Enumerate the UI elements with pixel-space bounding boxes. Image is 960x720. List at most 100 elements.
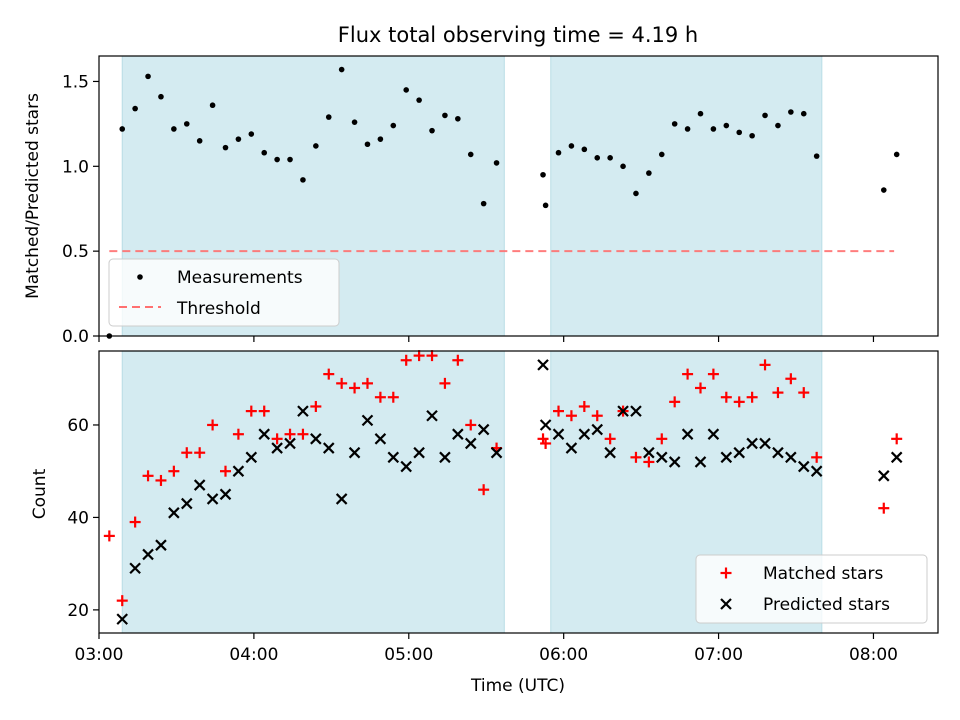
measurement-points (106, 66, 900, 339)
ratio-legend-box (108, 258, 340, 327)
measurement-point (455, 115, 461, 122)
predicted-star-point (733, 446, 745, 459)
predicted-star-point (759, 437, 771, 450)
matched-star-point (400, 354, 412, 366)
matched-star-point (181, 447, 193, 459)
observing-windows-bottom (121, 350, 823, 634)
predicted-star-point (180, 497, 193, 510)
measurement-point (813, 153, 820, 159)
measurement-point (403, 87, 410, 93)
matched-star-point (759, 359, 771, 371)
ratio-legend: Measurements Threshold (108, 258, 340, 327)
matched-star-point (578, 400, 590, 412)
measurement-point (493, 160, 500, 166)
matched-star-point (361, 377, 373, 389)
matched-star-point (207, 419, 219, 431)
measurement-point (338, 66, 345, 73)
predicted-star-point (439, 451, 451, 464)
ratio-y-tick-label: 1.5 (62, 72, 89, 92)
predicted-star-point (591, 423, 604, 436)
count-y-ticks: 20 40 60 (67, 416, 99, 621)
measurement-point (467, 151, 474, 158)
ratio-y-axis-label: Matched/Predicted stars (23, 93, 43, 299)
measurement-point (749, 132, 755, 139)
measurement-point (442, 112, 448, 119)
predicted-star-point (297, 405, 309, 417)
measurement-point (287, 156, 293, 163)
matched-star-point (772, 387, 784, 399)
predicted-star-point (477, 423, 490, 436)
measurement-point (261, 149, 268, 156)
matched-star-point (129, 516, 141, 528)
measurement-point (364, 141, 371, 148)
predicted-star-point (374, 433, 387, 445)
predicted-star-point (232, 465, 245, 477)
matched-star-point (374, 391, 386, 403)
predicted-star-point (565, 442, 578, 454)
matched-star-point (232, 428, 244, 440)
matched-star-point (540, 437, 552, 449)
legend-predicted-label: Predicted stars (763, 595, 890, 615)
measurement-point (429, 127, 435, 134)
matched-star-point (219, 465, 231, 477)
measurement-point (762, 112, 768, 119)
matched-star-point (465, 419, 477, 431)
matched-star-point (297, 428, 309, 440)
measurement-point (658, 151, 665, 158)
ratio-plot-frame (98, 55, 939, 337)
predicted-star-point (668, 456, 681, 468)
legend-measurements-label: Measurements (177, 268, 303, 288)
matched-star-point (733, 396, 745, 408)
measurement-point (581, 146, 588, 153)
time-x-tick-label: 08:00 (849, 645, 898, 665)
measurement-point (788, 109, 794, 115)
predicted-star-point (720, 451, 733, 464)
legend-matched-plus (720, 567, 732, 579)
measurement-point (775, 122, 781, 129)
count-legend: Matched stars Predicted stars (695, 554, 928, 624)
count-y-tick-label: 60 (67, 416, 89, 436)
matched-star-point (271, 433, 283, 445)
predicted-star-point (552, 428, 565, 440)
predicted-star-point (490, 446, 503, 459)
matched-star-point (656, 433, 668, 445)
predicted-star-point (878, 470, 890, 482)
matched-star-point (798, 387, 810, 399)
predicted-star-point (258, 428, 270, 440)
matched-star-point (643, 456, 655, 468)
ratio-y-ticks: 0.0 0.5 1.0 1.5 (62, 72, 99, 347)
predicted-star-point (426, 409, 438, 422)
predicted-star-point (810, 465, 823, 477)
measurement-point (325, 114, 332, 120)
measurement-point (646, 170, 652, 176)
time-x-tick-label: 05:00 (384, 645, 433, 665)
predicted-star-point (116, 613, 129, 625)
measurement-point (132, 105, 138, 112)
measurement-point (620, 163, 626, 170)
measurement-point (183, 121, 190, 127)
ratio-y-tick-label: 1.0 (62, 157, 89, 177)
predicted-star-point (694, 456, 707, 468)
predicted-star-point (310, 433, 322, 445)
matched-star-point (323, 368, 335, 380)
matched-star-point (349, 382, 361, 394)
matched-star-points (103, 350, 903, 607)
count-y-axis-label: Count (30, 468, 50, 519)
predicted-star-point (890, 451, 903, 464)
matched-star-point (591, 410, 603, 422)
matched-star-point (310, 400, 322, 412)
matched-star-point (785, 373, 797, 385)
ratio-panel: 0.0 0.5 1.0 1.5 Matched/Predicted stars Mea… (23, 55, 939, 347)
time-x-axis-label: Time (UTC) (470, 676, 565, 696)
measurement-point (390, 122, 397, 129)
measurement-point (313, 143, 319, 149)
predicted-star-point (464, 437, 477, 450)
count-y-tick-label: 20 (67, 601, 89, 621)
measurement-point (542, 202, 549, 209)
measurement-point (196, 138, 203, 144)
predicted-star-points (116, 359, 903, 625)
measurement-point (540, 171, 546, 178)
predicted-star-point (578, 428, 591, 440)
predicted-star-point (707, 428, 720, 440)
measurement-point (235, 136, 242, 142)
